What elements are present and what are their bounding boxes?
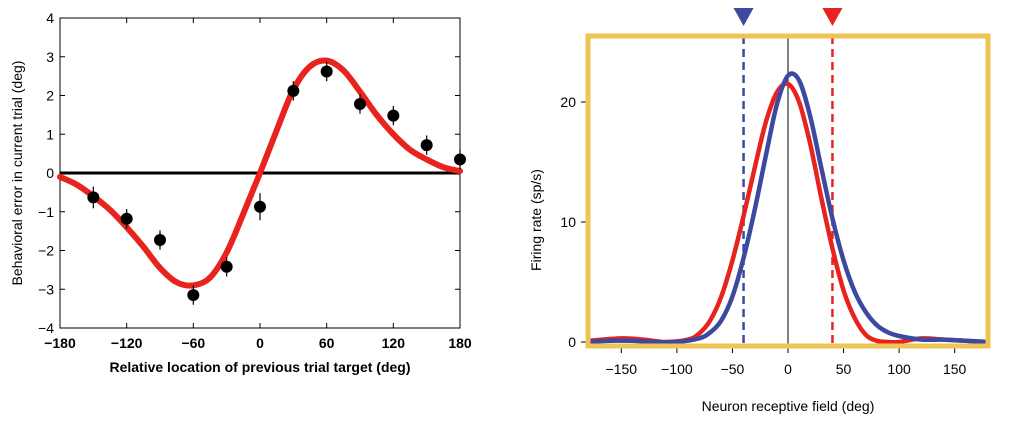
tuning-curve-line [587, 71, 989, 345]
data-point [120, 212, 133, 225]
y-tick-label: −3 [38, 281, 54, 297]
data-point [87, 191, 100, 204]
x-tick-label: 60 [319, 335, 335, 351]
x-tick-label: 0 [256, 335, 264, 351]
y-axis-label: Firing rate (sp/s) [528, 169, 544, 271]
triangle-down-icon [733, 8, 754, 26]
y-tick-label: −2 [38, 243, 54, 259]
data-point [154, 234, 166, 247]
y-tick-label: 2 [46, 88, 54, 104]
data-point [254, 200, 266, 213]
x-tick-label: 0 [784, 361, 792, 377]
y-tick-label: 0 [568, 334, 576, 350]
left-axis-ticks: −180 −120 −60 0 60 120 180 −4 −3 −2 −1 0 1 2 3 4 [38, 10, 472, 351]
tuning-curve-line [587, 81, 989, 345]
data-point [420, 139, 433, 152]
triangle-down-icon [822, 8, 843, 26]
x-tick-label: 150 [943, 361, 967, 377]
data-point [220, 260, 233, 273]
firing-rate-chart: −150 −100 −50 0 50 100 150 0 10 20 Neuron recepti… [528, 8, 991, 414]
data-point [454, 153, 466, 166]
data-points [87, 61, 466, 305]
x-tick-label: −50 [721, 361, 745, 377]
data-point [287, 84, 300, 97]
tuning-curves [587, 71, 989, 345]
x-tick-label: 50 [836, 361, 852, 377]
y-tick-label: 4 [46, 10, 54, 26]
right-axis-ticks: −150 −100 −50 0 50 100 150 0 10 20 [560, 94, 966, 377]
x-tick-label: −100 [661, 361, 693, 377]
x-tick-label: −120 [111, 335, 143, 351]
behavioral-error-chart: −180 −120 −60 0 60 120 180 −4 −3 −2 −1 0 1 2 3 4 Relati… [9, 10, 472, 375]
data-point [387, 109, 400, 122]
y-tick-label: −1 [38, 204, 54, 220]
x-axis-label: Relative location of previous trial targ… [109, 359, 410, 375]
y-axis-label: Behavioral error in current trial (deg) [9, 61, 25, 286]
x-axis-label: Neuron receptive field (deg) [702, 398, 875, 414]
x-tick-label: −180 [44, 335, 76, 351]
y-tick-label: 0 [46, 165, 54, 181]
x-tick-label: 100 [887, 361, 911, 377]
y-tick-label: 10 [560, 214, 576, 230]
right-plot-frame [585, 33, 991, 349]
y-tick-label: 20 [560, 94, 576, 110]
y-tick-label: −4 [38, 320, 54, 336]
y-tick-label: 3 [46, 49, 54, 65]
x-tick-label: 120 [382, 335, 406, 351]
data-point [187, 289, 200, 302]
x-tick-label: 180 [448, 335, 472, 351]
data-point [320, 65, 333, 78]
x-tick-label: −150 [606, 361, 638, 377]
x-tick-label: −60 [181, 335, 205, 351]
reference-lines [733, 8, 843, 346]
data-point [354, 98, 366, 111]
y-tick-label: 1 [46, 126, 54, 142]
